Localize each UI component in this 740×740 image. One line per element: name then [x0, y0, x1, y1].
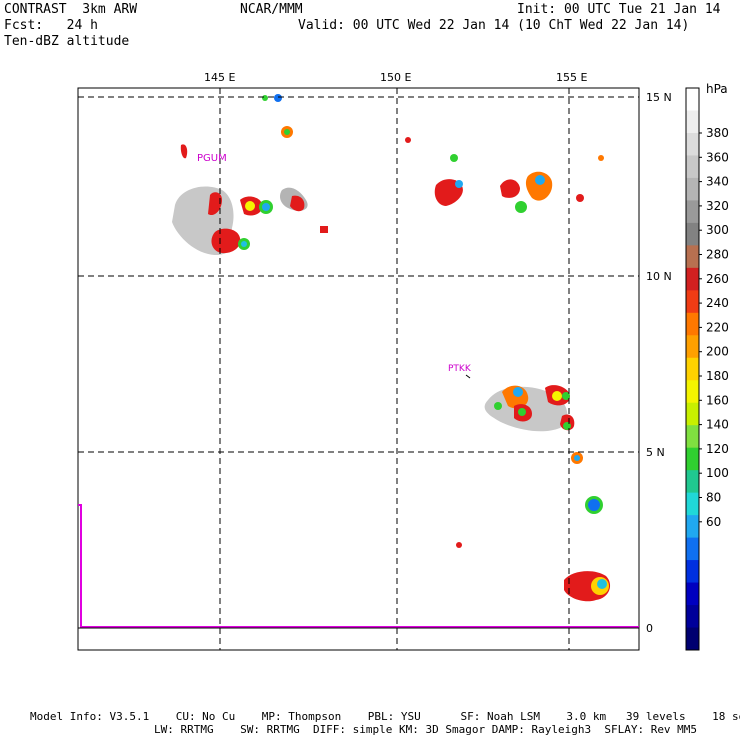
colorbar-label: 340	[706, 175, 729, 189]
colorbar-cells	[686, 88, 699, 651]
lon-label-145: 145 E	[204, 71, 235, 84]
colorbar-cell	[686, 627, 699, 651]
colorbar-cell	[686, 177, 699, 201]
field-name: Ten-dBZ altitude	[4, 34, 130, 49]
colorbar-unit: hPa	[706, 82, 728, 96]
colorbar-cell	[686, 245, 699, 269]
colorbar-cell	[686, 380, 699, 404]
forecast-hour: Fcst: 24 h	[4, 18, 98, 33]
lat-label-5n: 5 N	[646, 446, 665, 459]
model-info-line1: Model Info: V3.5.1 CU: No Cu MP: Thompso…	[30, 710, 740, 723]
colorbar-cell	[686, 492, 699, 516]
colorbar-label: 220	[706, 320, 729, 334]
colorbar-cell	[686, 357, 699, 381]
colorbar-label: 80	[706, 491, 721, 505]
colorbar-label: 380	[706, 126, 729, 140]
colorbar-cell	[686, 470, 699, 494]
colorbar-label: 280	[706, 248, 729, 262]
colorbar-cell	[686, 88, 699, 111]
colorbar-label: 60	[706, 515, 721, 529]
colorbar-label: 260	[706, 272, 729, 286]
colorbar-cell	[686, 447, 699, 471]
lat-lon-grid	[78, 88, 639, 650]
valid-time: Valid: 00 UTC Wed 22 Jan 14 (10 ChT Wed …	[298, 18, 690, 33]
colorbar-cell	[686, 425, 699, 449]
colorbar-label: 360	[706, 150, 729, 164]
colorbar-cell	[686, 312, 699, 336]
station-pgum: PGUM	[197, 153, 227, 164]
colorbar-cell	[686, 335, 699, 359]
colorbar-cell	[686, 560, 699, 584]
colorbar-cell	[686, 200, 699, 224]
colorbar-cell	[686, 155, 699, 179]
colorbar-frame	[685, 87, 700, 651]
colorbar-labels: 380 360 340 320 300 280 260 240 220 200 180 160 140 1…	[699, 126, 729, 529]
model-info-line2: LW: RRTMG SW: RRTMG DIFF: simple KM: 3D …	[154, 723, 698, 736]
lon-label-150: 150 E	[380, 71, 411, 84]
colorbar-cell	[686, 222, 699, 246]
colorbar-label: 100	[706, 466, 729, 480]
domain-boundary	[78, 504, 639, 628]
colorbar-cell	[686, 290, 699, 314]
colorbar-label: 200	[706, 345, 729, 359]
lon-label-155: 155 E	[556, 71, 587, 84]
model-title: CONTRAST 3km ARW	[4, 2, 138, 17]
colorbar-label: 180	[706, 369, 729, 383]
colorbar-cell	[686, 267, 699, 291]
init-time: Init: 00 UTC Tue 21 Jan 14	[517, 2, 721, 17]
colorbar-label: 140	[706, 418, 729, 432]
colorbar-cell	[686, 582, 699, 606]
colorbar-cell	[686, 605, 699, 629]
lat-label-equator: 0	[646, 622, 653, 635]
station-ptkk: PTKK	[448, 364, 472, 374]
lat-label-10n: 10 N	[646, 270, 672, 283]
org-label: NCAR/MMM	[240, 2, 303, 17]
colorbar-label: 160	[706, 393, 729, 407]
lat-label-15n: 15 N	[646, 91, 672, 104]
colorbar-label: 320	[706, 199, 729, 213]
colorbar-label: 120	[706, 442, 729, 456]
colorbar-cell	[686, 402, 699, 426]
colorbar-cell	[686, 132, 699, 156]
echo-cluster-north-west	[172, 94, 328, 256]
colorbar-cell	[686, 515, 699, 539]
colorbar-cell	[686, 110, 699, 134]
echo-cluster-north-east	[405, 137, 604, 213]
colorbar-cell	[686, 537, 699, 561]
colorbar-label: 240	[706, 296, 729, 310]
echo-cluster-south-east	[456, 385, 611, 602]
colorbar-label: 300	[706, 223, 729, 237]
